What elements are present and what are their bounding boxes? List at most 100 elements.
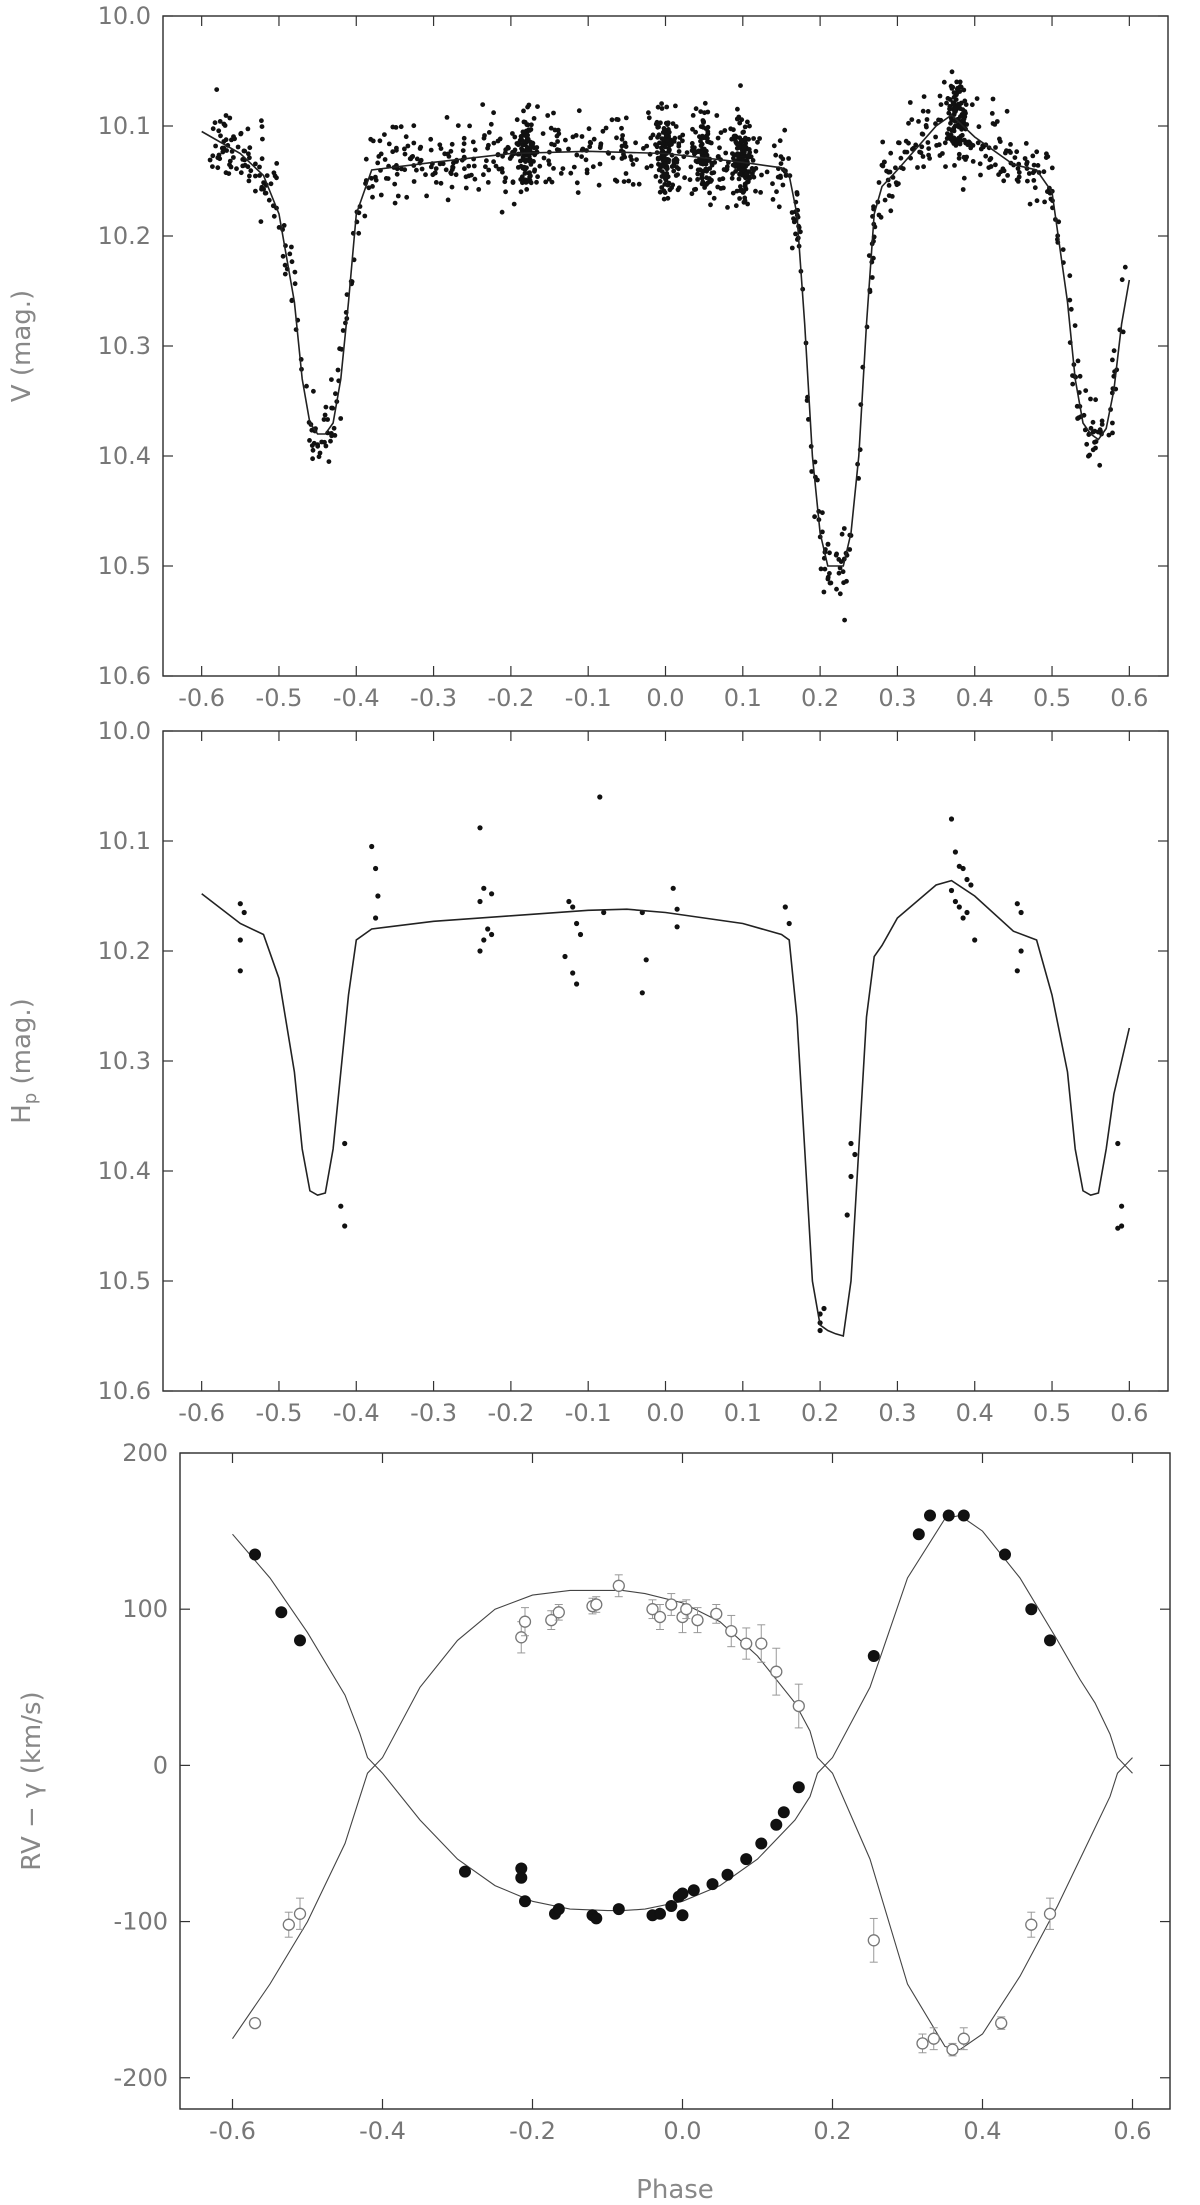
- v-band-data-point: [523, 180, 529, 185]
- hipparcos-data-point: [952, 849, 959, 855]
- v-band-data-point: [893, 165, 898, 171]
- v-band-data-point: [1025, 178, 1030, 184]
- v-band-data-point: [591, 136, 597, 142]
- v-band-data-point: [1035, 163, 1041, 168]
- v-band-data-point: [956, 155, 962, 161]
- hipparcos-data-point: [338, 1203, 344, 1209]
- v-band-data-point: [411, 179, 417, 184]
- v-band-data-point: [1122, 264, 1128, 270]
- v-band-data-point: [549, 141, 554, 147]
- hipparcos-data-point: [481, 885, 487, 891]
- v-band-data-point: [259, 124, 265, 129]
- v-band-data-point: [936, 142, 942, 148]
- v-band-data-point: [532, 167, 538, 173]
- rv-primary-point: [867, 1650, 880, 1662]
- v-band-data-point: [836, 557, 842, 562]
- v-band-data-point: [820, 529, 825, 535]
- hipparcos-data-point: [373, 915, 379, 921]
- v-band-data-point: [735, 152, 740, 158]
- v-band-data-point: [650, 132, 656, 138]
- v-band-data-point: [450, 164, 455, 170]
- v-band-data-point: [499, 209, 505, 215]
- v-band-data-point: [408, 156, 414, 162]
- v-band-data-point: [659, 145, 664, 151]
- hipparcos-data-point: [948, 816, 955, 822]
- v-band-data-point: [378, 192, 384, 198]
- v-band-data-point: [428, 136, 434, 142]
- v-band-data-point: [791, 219, 797, 225]
- rv-primary-point: [721, 1868, 734, 1881]
- v-band-data-point: [521, 108, 526, 114]
- v-band-data-point: [961, 175, 967, 181]
- rv-secondary-point: [710, 1607, 723, 1621]
- v-band-data-point: [722, 128, 728, 133]
- v-band-data-point: [619, 143, 625, 149]
- v-band-data-point: [619, 125, 624, 131]
- v-band-data-point: [730, 190, 736, 196]
- v-band-data-point: [310, 447, 316, 453]
- v-band-data-point: [307, 438, 312, 443]
- v-band-data-point: [502, 179, 508, 185]
- v-band-data-point: [216, 128, 222, 134]
- v-band-data-point: [272, 173, 278, 179]
- v-band-y-tick-label: 10.3: [98, 332, 151, 360]
- hipparcos-data-point: [844, 1212, 850, 1218]
- v-band-data-point: [693, 106, 699, 112]
- hipparcos-x-tick-label: 0.4: [956, 1399, 994, 1427]
- v-band-data-point: [876, 212, 882, 218]
- v-band-data-point: [924, 117, 930, 122]
- v-band-data-point: [777, 138, 783, 144]
- v-band-data-point: [837, 591, 843, 597]
- v-band-data-point: [1093, 439, 1099, 445]
- v-band-data-point: [405, 143, 411, 149]
- v-band-data-point: [1067, 273, 1073, 279]
- v-band-data-point: [847, 547, 853, 552]
- v-band-data-point: [247, 155, 252, 161]
- v-band-data-point: [481, 172, 486, 178]
- rv-x-tick-label: 0.4: [963, 2117, 1001, 2145]
- v-band-data-point: [484, 158, 489, 164]
- hipparcos-y-label-sub: p: [20, 1093, 41, 1104]
- v-band-data-point: [363, 156, 369, 162]
- v-band-data-point: [534, 179, 539, 185]
- hipparcos-data-point: [972, 937, 978, 943]
- hipparcos-data-point: [960, 915, 966, 921]
- v-band-data-point: [738, 83, 743, 88]
- v-band-data-point: [522, 119, 528, 125]
- v-band-data-point: [701, 119, 706, 124]
- v-band-data-point: [688, 164, 694, 170]
- v-band-data-point: [1088, 425, 1094, 431]
- hipparcos-x-tick-label: -0.2: [487, 1399, 534, 1427]
- v-band-data-point: [944, 100, 949, 106]
- v-band-data-point: [1106, 432, 1112, 438]
- v-band-data-point: [949, 117, 955, 123]
- v-band-data-point: [789, 245, 795, 251]
- v-band-data-point: [520, 139, 526, 144]
- v-band-data-point: [563, 137, 568, 143]
- v-band-data-point: [677, 135, 683, 140]
- v-band-data-point: [744, 171, 749, 177]
- rv-secondary-point: [653, 1610, 667, 1624]
- v-band-data-point: [742, 149, 747, 155]
- v-band-data-point: [472, 176, 478, 182]
- v-band-data-point: [738, 171, 743, 177]
- v-band-data-point: [655, 134, 660, 140]
- rv-secondary-point: [740, 1637, 753, 1650]
- v-band-data-point: [728, 126, 734, 132]
- v-band-data-point: [266, 197, 272, 203]
- v-band-data-point: [704, 168, 709, 174]
- rv-primary-point: [590, 1912, 603, 1925]
- v-band-data-point: [258, 219, 264, 225]
- v-band-data-point: [936, 117, 941, 123]
- v-band-data-point: [653, 142, 658, 148]
- v-band-data-point: [309, 427, 315, 433]
- hipparcos-data-point: [562, 953, 568, 960]
- v-band-y-tick-label: 10.5: [98, 552, 151, 580]
- v-band-data-point: [522, 129, 527, 135]
- v-band-x-tick-label: -0.4: [333, 684, 380, 712]
- hipparcos-x-ticks: -0.6 -0.5 -0.4 -0.3 -0.2 -0.1 0.0 0.1 0.2 0.3 0.4 0…: [178, 731, 1148, 1427]
- v-band-data-point: [628, 154, 633, 160]
- v-band-data-point: [292, 281, 298, 287]
- v-band-data-point: [609, 117, 615, 123]
- v-band-data-point: [938, 102, 944, 107]
